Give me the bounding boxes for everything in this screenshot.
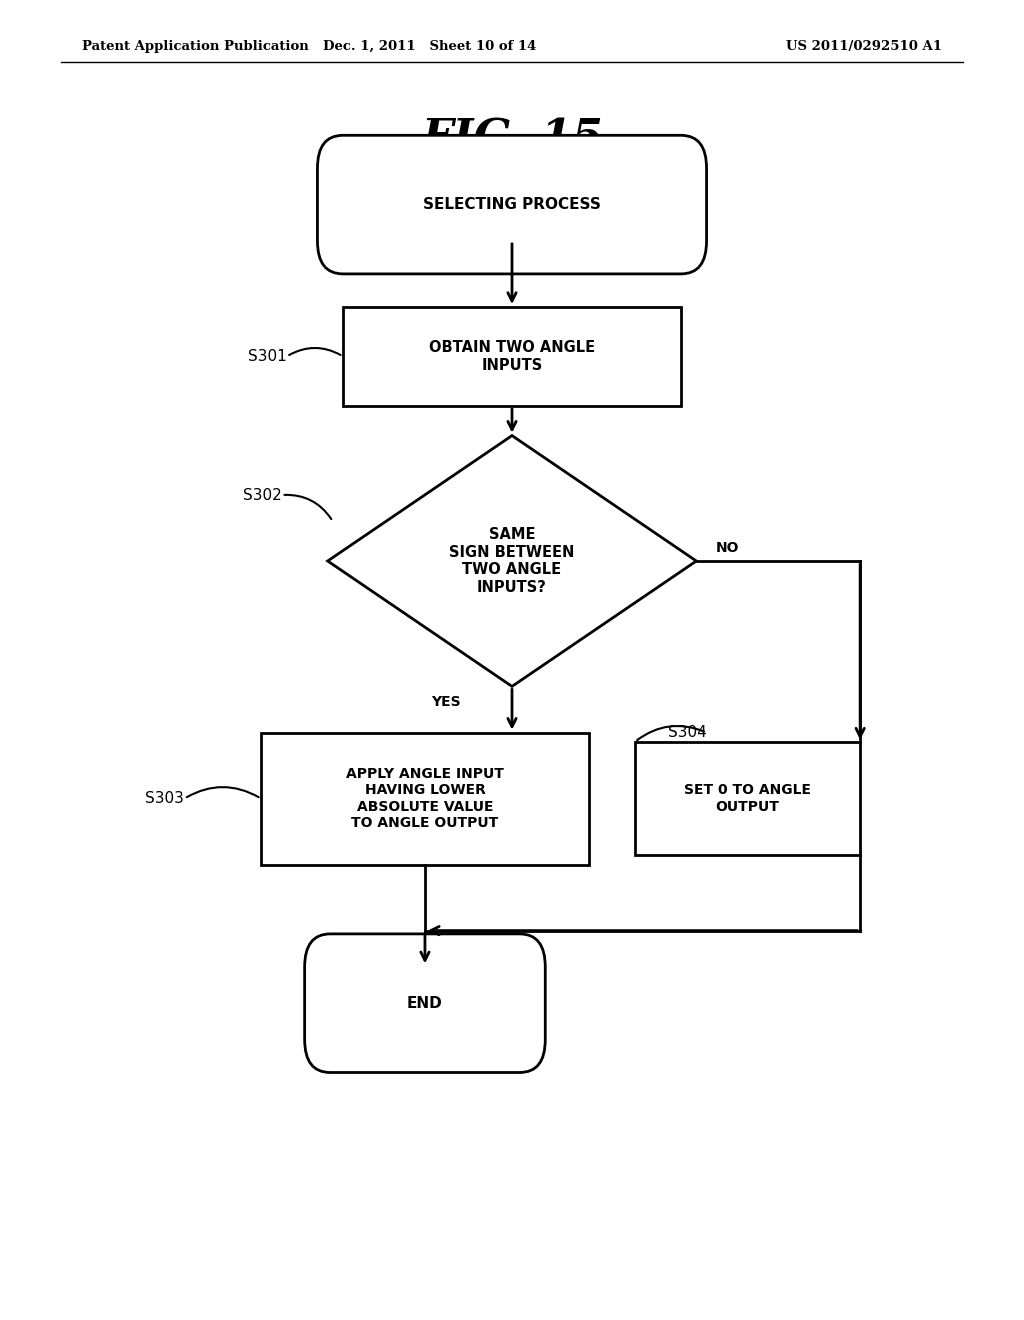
Text: SAME
SIGN BETWEEN
TWO ANGLE
INPUTS?: SAME SIGN BETWEEN TWO ANGLE INPUTS? — [450, 528, 574, 594]
Text: Dec. 1, 2011   Sheet 10 of 14: Dec. 1, 2011 Sheet 10 of 14 — [324, 40, 537, 53]
Text: END: END — [408, 995, 442, 1011]
Text: YES: YES — [431, 696, 460, 709]
Text: US 2011/0292510 A1: US 2011/0292510 A1 — [786, 40, 942, 53]
FancyBboxPatch shape — [317, 135, 707, 275]
Bar — [343, 308, 681, 407]
Polygon shape — [328, 436, 696, 686]
FancyBboxPatch shape — [305, 935, 545, 1072]
Text: APPLY ANGLE INPUT
HAVING LOWER
ABSOLUTE VALUE
TO ANGLE OUTPUT: APPLY ANGLE INPUT HAVING LOWER ABSOLUTE … — [346, 767, 504, 830]
Text: FIG. 15: FIG. 15 — [421, 117, 603, 160]
Text: NO: NO — [716, 541, 738, 554]
Text: S303: S303 — [145, 791, 184, 807]
Text: S304: S304 — [668, 725, 707, 741]
Text: OBTAIN TWO ANGLE
INPUTS: OBTAIN TWO ANGLE INPUTS — [429, 341, 595, 372]
Text: S302: S302 — [243, 487, 282, 503]
Bar — [261, 733, 589, 865]
Bar — [635, 742, 860, 855]
Text: SET 0 TO ANGLE
OUTPUT: SET 0 TO ANGLE OUTPUT — [684, 784, 811, 813]
Text: SELECTING PROCESS: SELECTING PROCESS — [423, 197, 601, 213]
Text: S301: S301 — [248, 348, 287, 364]
Text: Patent Application Publication: Patent Application Publication — [82, 40, 308, 53]
